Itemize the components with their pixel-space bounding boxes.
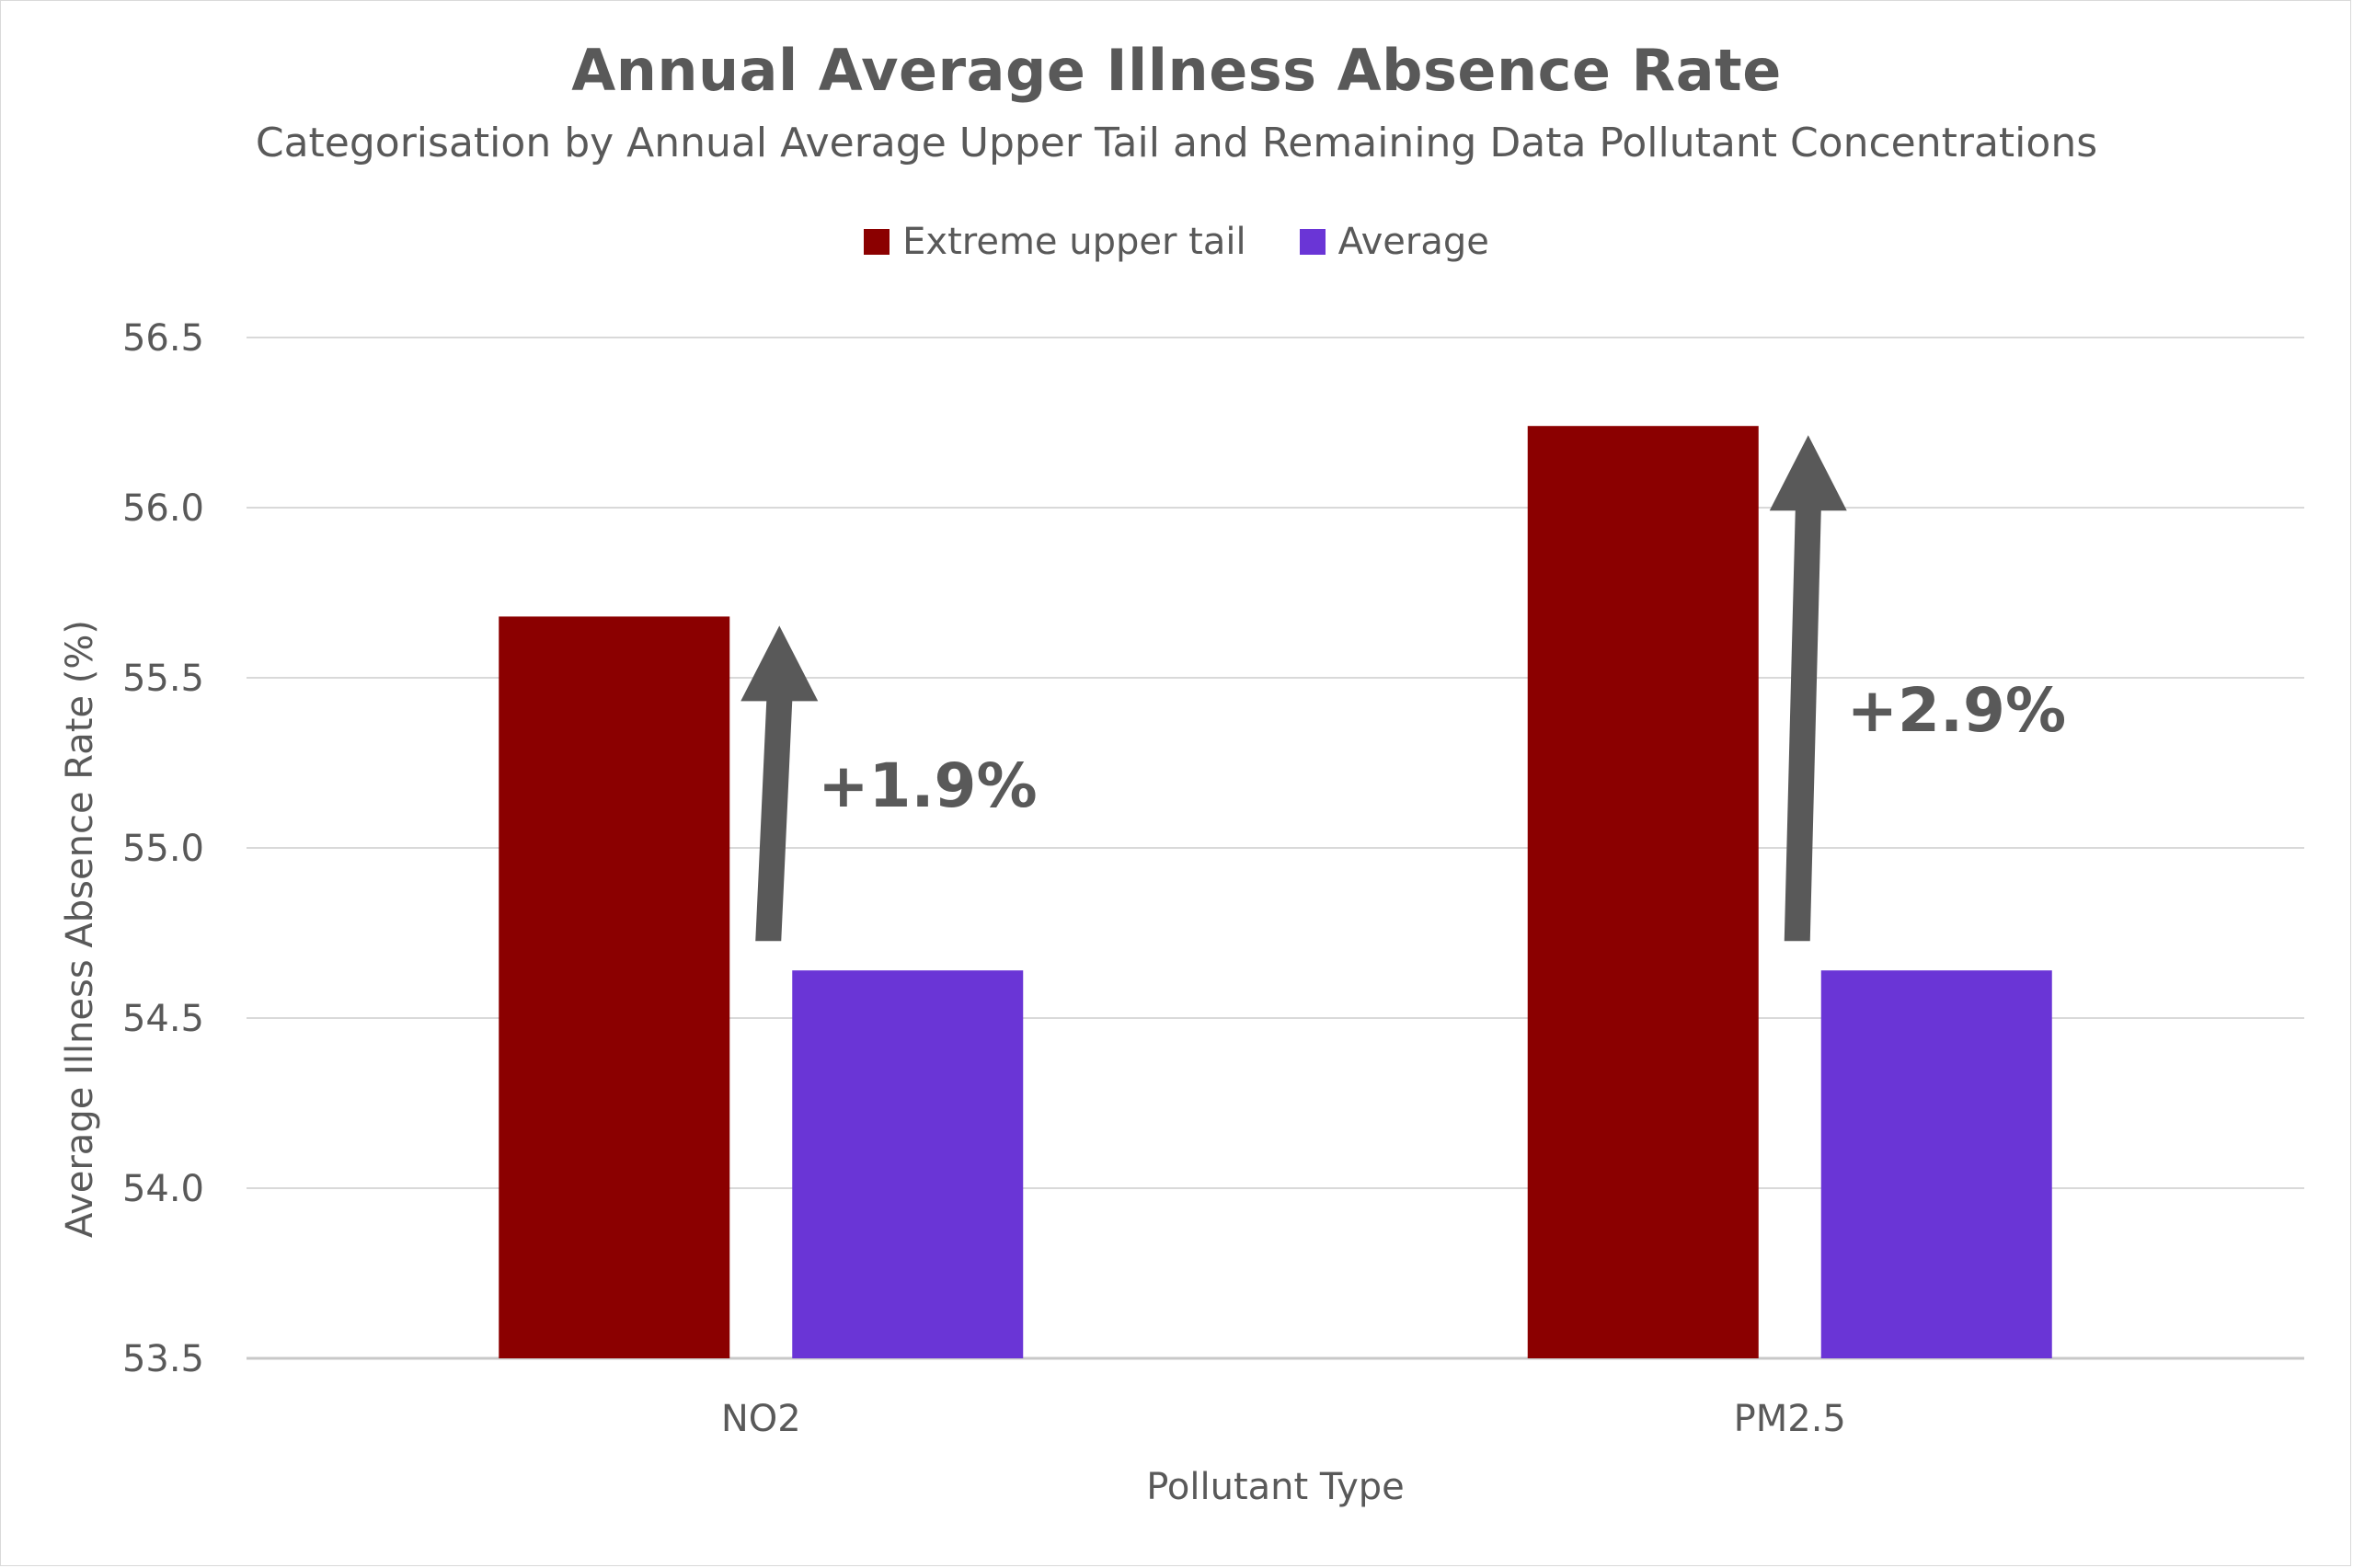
increase-arrow [740,625,819,942]
legend-item-average: Average [1299,221,1489,263]
x-tick-label: NO2 [721,1398,801,1440]
x-axis-title: Pollutant Type [1146,1466,1405,1508]
y-tick-label: 53.5 [122,1338,204,1380]
chart-legend: Extreme upper tail Average [0,221,2353,263]
increase-arrow [1769,435,1847,942]
y-tick-label: 55.0 [122,828,204,870]
bar-extreme-upper-tail-no2 [499,616,730,1358]
legend-label-extreme-upper-tail: Extreme upper tail [902,221,1246,263]
chart-title: Annual Average Illness Absence Rate [571,37,1782,104]
annotation-label: +2.9% [1847,675,2066,746]
y-tick-label: 56.0 [122,487,204,530]
y-tick-label: 54.0 [122,1168,204,1210]
y-tick-label: 56.5 [122,317,204,360]
legend-swatch-extreme-upper-tail [864,229,890,255]
y-tick-label: 54.5 [122,998,204,1040]
bar-extreme-upper-tail-pm25 [1527,426,1759,1358]
chart-subtitle: Categorisation by Annual Average Upper T… [255,120,2098,166]
x-tick-label: PM2.5 [1734,1398,1846,1440]
annotation-label: +1.9% [818,750,1037,821]
y-tick-label: 55.5 [122,658,204,700]
legend-swatch-average [1299,229,1326,255]
bar-average-no2 [792,970,1024,1358]
bar-average-pm25 [1820,970,2052,1358]
y-axis-title: Average Illness Absence Rate (%) [59,620,101,1238]
legend-item-extreme-upper-tail: Extreme upper tail [864,221,1246,263]
legend-label-average: Average [1337,221,1489,263]
